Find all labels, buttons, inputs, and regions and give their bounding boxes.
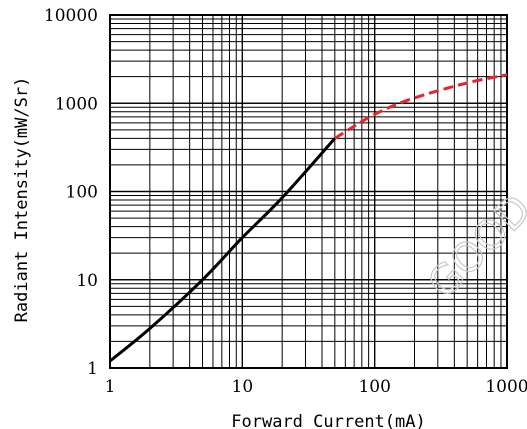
- series-layer: [109, 73, 508, 363]
- y-axis-title: Radiant Intensity(mW/Sr): [12, 77, 32, 323]
- y-tick-label: 1000: [55, 94, 98, 114]
- grid-lines: [109, 14, 508, 369]
- series-line-solid: [109, 137, 336, 363]
- y-tick-labels: 1 10 100 1000 10000: [44, 6, 98, 379]
- y-tick-label: 1: [87, 359, 98, 379]
- x-axis-title: Forward Current(mA): [231, 412, 425, 429]
- x-tick-label: 1000: [485, 377, 527, 397]
- y-tick-label: 10: [76, 271, 98, 291]
- watermark-text: GOOD: [420, 186, 527, 307]
- series-line-dashed: [334, 73, 508, 140]
- x-tick-label: 1: [105, 377, 116, 397]
- y-tick-label: 100: [66, 183, 98, 203]
- x-tick-labels: 1 10 100 1000: [105, 377, 527, 397]
- x-tick-label: 100: [358, 377, 390, 397]
- x-tick-label: 10: [232, 377, 254, 397]
- plot-frame: [109, 14, 508, 369]
- y-tick-label: 10000: [44, 6, 98, 26]
